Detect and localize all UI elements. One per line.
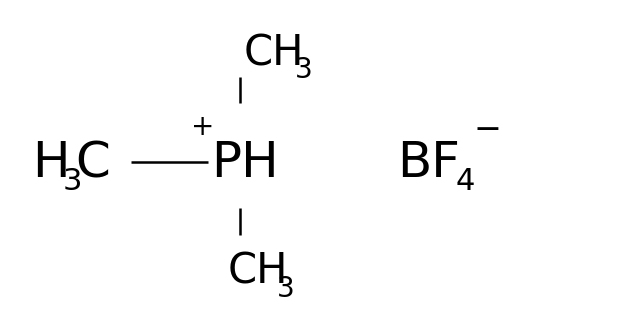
Text: CH: CH xyxy=(227,250,288,292)
Text: 3: 3 xyxy=(276,275,294,303)
Text: 4: 4 xyxy=(456,167,475,196)
Text: C: C xyxy=(76,139,110,187)
Text: −: − xyxy=(474,113,502,147)
Text: BF: BF xyxy=(397,139,460,187)
Text: +: + xyxy=(191,113,214,141)
Text: 3: 3 xyxy=(63,167,82,196)
Text: 3: 3 xyxy=(294,56,312,84)
Text: PH: PH xyxy=(211,139,279,187)
Text: H: H xyxy=(32,139,70,187)
Text: CH: CH xyxy=(243,32,304,74)
